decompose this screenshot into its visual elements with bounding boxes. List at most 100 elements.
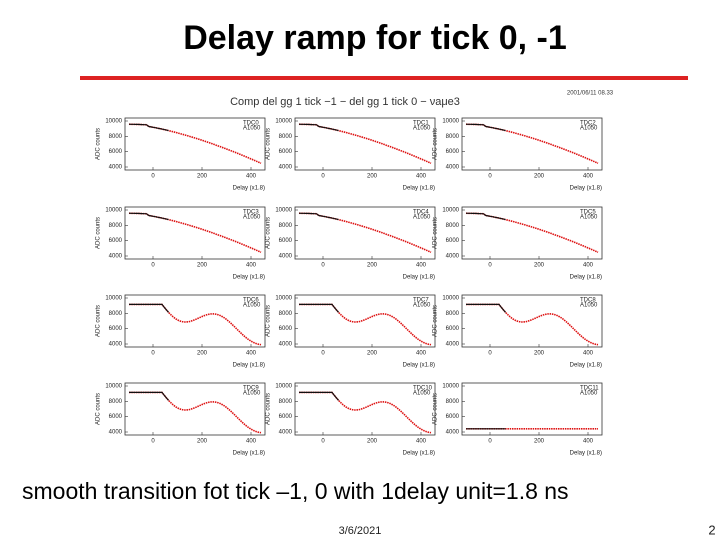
y-tick-label: 10000 — [275, 384, 292, 390]
x-axis-label: Delay (x1.8) — [570, 275, 602, 281]
x-tick-label: 400 — [416, 351, 427, 357]
x-axis-label: Delay (x1.8) — [233, 451, 265, 457]
y-tick-label: 4000 — [279, 254, 293, 260]
y-tick-label: 8000 — [279, 399, 293, 405]
y-tick-label: 4000 — [446, 342, 460, 348]
panel-sublabel: A1050 — [580, 303, 598, 309]
x-tick-label: 400 — [583, 174, 594, 180]
y-tick-label: 10000 — [105, 208, 122, 214]
x-tick-label: 200 — [367, 263, 378, 269]
y-tick-label: 4000 — [446, 165, 460, 171]
x-tick-label: 0 — [488, 174, 492, 180]
x-tick-label: 200 — [197, 439, 208, 445]
x-tick-label: 200 — [534, 174, 545, 180]
curve-black — [465, 212, 506, 221]
slide-title: Delay ramp for tick 0, -1 — [183, 19, 567, 57]
x-axis-label: Delay (x1.8) — [233, 186, 265, 192]
y-tick-label: 10000 — [275, 119, 292, 125]
title-rule — [80, 76, 688, 80]
y-tick-label: 4000 — [109, 165, 123, 171]
figure-title: Comp del gg 1 tick −1 − del gg 1 tick 0 … — [230, 96, 460, 108]
x-tick-label: 200 — [367, 351, 378, 357]
panel-label: TDC2 — [580, 121, 596, 127]
panel-sublabel: A1050 — [243, 303, 261, 309]
x-tick-label: 200 — [197, 174, 208, 180]
x-tick-label: 0 — [321, 439, 325, 445]
y-tick-label: 10000 — [442, 208, 459, 214]
x-axis-label: Delay (x1.8) — [233, 363, 265, 369]
y-tick-label: 4000 — [109, 430, 123, 436]
y-tick-label: 10000 — [105, 384, 122, 390]
panel-label: TDC6 — [243, 298, 259, 304]
x-tick-label: 0 — [488, 439, 492, 445]
x-tick-label: 200 — [534, 439, 545, 445]
x-axis-label: Delay (x1.8) — [403, 186, 435, 192]
panel-label: TDC8 — [580, 298, 596, 304]
panel-sublabel: A1050 — [580, 391, 598, 397]
y-tick-label: 10000 — [105, 119, 122, 125]
panel-label: TDC10 — [413, 386, 433, 392]
panel-sublabel: A1050 — [413, 215, 431, 221]
y-tick-label: 4000 — [279, 165, 293, 171]
y-tick-label: 4000 — [446, 430, 460, 436]
x-axis-label: Delay (x1.8) — [570, 363, 602, 369]
curve-red — [298, 212, 432, 253]
y-axis-label: ADC counts — [266, 393, 272, 425]
x-axis-label: Delay (x1.8) — [570, 451, 602, 457]
y-tick-label: 10000 — [275, 208, 292, 214]
x-tick-label: 400 — [416, 174, 427, 180]
x-tick-label: 0 — [151, 351, 155, 357]
x-tick-label: 0 — [321, 263, 325, 269]
y-tick-label: 8000 — [279, 134, 293, 140]
x-axis-label: Delay (x1.8) — [403, 275, 435, 281]
y-tick-label: 6000 — [279, 149, 293, 155]
panel-sublabel: A1050 — [413, 391, 431, 397]
y-axis-label: ADC counts — [96, 128, 102, 160]
x-tick-label: 200 — [197, 263, 208, 269]
panel-sublabel: A1050 — [580, 126, 598, 132]
y-tick-label: 8000 — [446, 134, 460, 140]
x-tick-label: 0 — [321, 174, 325, 180]
y-tick-label: 10000 — [442, 296, 459, 302]
curve-black — [129, 303, 170, 313]
y-tick-label: 8000 — [279, 311, 293, 317]
panel-label: TDC5 — [580, 210, 596, 216]
y-tick-label: 10000 — [275, 296, 292, 302]
y-tick-label: 8000 — [446, 399, 460, 405]
panel-sublabel: A1050 — [243, 391, 261, 397]
y-tick-label: 6000 — [279, 326, 293, 332]
y-axis-label: ADC counts — [266, 305, 272, 337]
plot-frame — [461, 117, 603, 171]
panel-sublabel: A1050 — [580, 215, 598, 221]
y-tick-label: 10000 — [105, 296, 122, 302]
y-tick-label: 6000 — [446, 238, 460, 244]
curve-black — [128, 123, 169, 132]
y-tick-label: 4000 — [109, 342, 123, 348]
panel-label: TDC4 — [413, 210, 429, 216]
y-axis-label: ADC counts — [433, 393, 439, 425]
footer-date: 3/6/2021 — [339, 525, 382, 537]
curve-black — [466, 303, 507, 313]
panel-sublabel: A1050 — [413, 126, 431, 132]
x-axis-label: Delay (x1.8) — [403, 451, 435, 457]
y-tick-label: 6000 — [446, 326, 460, 332]
y-axis-label: ADC counts — [96, 393, 102, 425]
curve-black — [298, 212, 339, 221]
x-tick-label: 200 — [367, 439, 378, 445]
panel-sublabel: A1050 — [243, 215, 261, 221]
y-tick-label: 8000 — [109, 399, 123, 405]
page-number: 2 — [708, 522, 715, 537]
x-tick-label: 400 — [416, 439, 427, 445]
y-tick-label: 6000 — [446, 414, 460, 420]
x-tick-label: 400 — [416, 263, 427, 269]
x-tick-label: 400 — [246, 351, 257, 357]
y-tick-label: 8000 — [446, 311, 460, 317]
x-tick-label: 0 — [151, 439, 155, 445]
x-tick-label: 200 — [367, 174, 378, 180]
y-tick-label: 6000 — [109, 414, 123, 420]
panel-label: TDC3 — [243, 210, 259, 216]
y-axis-label: ADC counts — [433, 305, 439, 337]
y-tick-label: 8000 — [109, 134, 123, 140]
x-tick-label: 400 — [246, 439, 257, 445]
y-tick-label: 4000 — [109, 254, 123, 260]
